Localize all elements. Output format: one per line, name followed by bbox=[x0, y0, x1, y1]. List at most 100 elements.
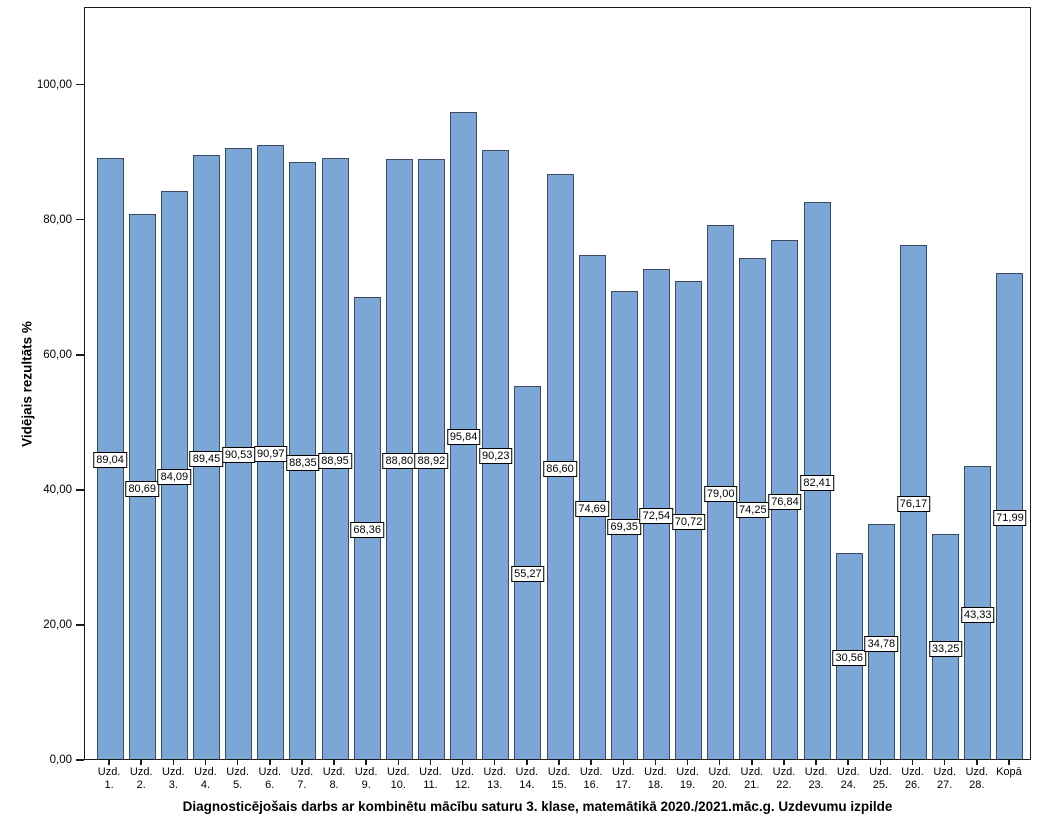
bar-value-label: 89,04 bbox=[93, 452, 127, 469]
y-axis-tick-mark bbox=[76, 489, 84, 491]
y-axis-tick-label: 60,00 bbox=[43, 348, 72, 361]
x-axis-tick-mark bbox=[1008, 760, 1010, 765]
x-axis-tick-label: Uzd. 5. bbox=[226, 766, 249, 791]
x-axis-tick-mark bbox=[815, 760, 817, 765]
x-axis-tick-mark bbox=[526, 760, 528, 765]
bar-value-label: 89,45 bbox=[189, 450, 224, 467]
bar-value-label: 86,60 bbox=[543, 460, 577, 477]
x-axis-tick-mark bbox=[108, 760, 110, 765]
x-axis-tick-label: Uzd. 20. bbox=[708, 766, 731, 791]
bar-value-label: 72,54 bbox=[639, 508, 674, 525]
x-axis-tick-label: Uzd. 1. bbox=[97, 766, 121, 791]
x-axis-tick-label: Uzd. 3. bbox=[162, 766, 185, 791]
x-axis-tick-label: Uzd. 26. bbox=[901, 766, 924, 791]
x-axis-tick-label: Uzd. 10. bbox=[386, 766, 410, 791]
x-axis-tick-mark bbox=[365, 760, 367, 765]
y-axis-tick-label: 80,00 bbox=[43, 213, 72, 226]
x-axis-tick-mark bbox=[236, 760, 239, 765]
x-axis-tick-label: Uzd. 13. bbox=[483, 766, 507, 791]
bar-value-label: 76,17 bbox=[896, 495, 931, 512]
x-axis-tick-label: Uzd. 24. bbox=[836, 766, 860, 791]
chart-title: Diagnosticējošais darbs ar kombinētu māc… bbox=[182, 799, 893, 814]
bar-value-label: 88,35 bbox=[286, 454, 320, 471]
x-axis-tick-label: Uzd. 14. bbox=[515, 766, 539, 791]
y-axis-title: Vidējais rezultāts % bbox=[19, 321, 35, 447]
x-axis-tick-label: Uzd. 11. bbox=[419, 766, 442, 791]
bar-value-label: 71,99 bbox=[993, 509, 1027, 526]
x-axis-tick-label: Uzd. 23. bbox=[804, 766, 828, 791]
x-axis-tick-label: Uzd. 21. bbox=[740, 766, 764, 791]
x-axis-tick-label: Uzd. 16. bbox=[579, 766, 603, 791]
x-axis-tick-mark bbox=[654, 760, 657, 765]
x-axis-tick-label: Uzd. 7. bbox=[290, 766, 314, 791]
x-axis-tick-mark bbox=[686, 760, 689, 765]
bar-value-label: 76,84 bbox=[768, 493, 802, 510]
x-axis-tick-label: Uzd. 28. bbox=[965, 766, 989, 791]
bar-value-label: 88,95 bbox=[318, 452, 352, 469]
y-axis-tick-mark bbox=[76, 759, 84, 761]
bar-value-label: 95,84 bbox=[446, 429, 481, 446]
x-axis-tick-label: Uzd. 4. bbox=[194, 766, 217, 791]
x-axis-tick-mark bbox=[976, 760, 978, 765]
x-axis-tick-mark bbox=[847, 760, 849, 765]
x-axis-tick-label: Uzd. 18. bbox=[644, 766, 667, 791]
x-axis-tick-label: Uzd. 22. bbox=[772, 766, 796, 791]
x-axis-tick-mark bbox=[204, 760, 207, 765]
x-axis-tick-label: Uzd. 6. bbox=[258, 766, 282, 791]
x-axis-tick-label: Uzd. 25. bbox=[869, 766, 892, 791]
bar-value-label: 34,78 bbox=[864, 635, 899, 652]
bar-value-label: 90,97 bbox=[253, 445, 288, 462]
bar-value-label: 68,36 bbox=[350, 522, 384, 539]
bar-value-label: 74,25 bbox=[736, 502, 770, 519]
y-axis-tick-mark bbox=[76, 624, 84, 626]
x-axis-tick-mark bbox=[751, 760, 753, 765]
x-axis-tick-mark bbox=[943, 760, 946, 765]
bar-value-label: 80,69 bbox=[125, 480, 159, 497]
bar-value-label: 84,09 bbox=[157, 469, 192, 486]
x-axis-tick-mark bbox=[493, 760, 496, 765]
x-axis-tick-mark bbox=[783, 760, 785, 765]
bar-value-label: 69,35 bbox=[607, 518, 642, 535]
x-axis-tick-label: Uzd. 15. bbox=[547, 766, 571, 791]
bar-value-label: 79,00 bbox=[703, 486, 738, 503]
x-axis-tick-mark bbox=[718, 760, 721, 765]
y-axis-tick-label: 0,00 bbox=[49, 754, 72, 766]
x-axis-tick-label: Uzd. 27. bbox=[933, 766, 956, 791]
x-axis-tick-label: Uzd. 19. bbox=[676, 766, 699, 791]
x-axis-tick-mark bbox=[397, 760, 400, 765]
x-axis-tick-mark bbox=[879, 760, 882, 765]
bar-value-label: 70,72 bbox=[671, 514, 706, 531]
x-axis-tick-mark bbox=[333, 760, 335, 765]
x-axis-tick-label: Uzd. 17. bbox=[611, 766, 635, 791]
x-axis-tick-mark bbox=[301, 760, 303, 765]
x-axis-tick-mark bbox=[172, 760, 175, 765]
y-axis-tick-label: 20,00 bbox=[43, 618, 72, 631]
x-axis-tick-label: Uzd. 12. bbox=[451, 766, 474, 791]
bar-value-label: 74,69 bbox=[575, 500, 609, 517]
y-axis-tick-label: 40,00 bbox=[43, 483, 72, 496]
y-axis-tick-mark bbox=[76, 83, 84, 86]
x-axis-tick-mark bbox=[622, 760, 625, 765]
x-axis-tick-label: Kopā bbox=[996, 766, 1022, 778]
x-axis-tick-mark bbox=[558, 760, 560, 765]
x-axis-tick-mark bbox=[911, 760, 914, 765]
bar-value-label: 90,53 bbox=[221, 447, 256, 464]
x-axis-tick-mark bbox=[461, 760, 464, 765]
bar-value-label: 82,41 bbox=[800, 474, 834, 491]
x-axis-tick-label: Uzd. 2. bbox=[129, 766, 153, 791]
x-axis-tick-mark bbox=[429, 760, 432, 765]
x-axis-tick-label: Uzd. 8. bbox=[322, 766, 346, 791]
y-axis-tick-mark bbox=[76, 354, 84, 356]
y-axis-tick-label: 100,00 bbox=[36, 78, 72, 91]
x-axis-tick-label: Uzd. 9. bbox=[354, 766, 378, 791]
bar-value-label: 30,56 bbox=[832, 649, 866, 666]
x-axis-tick-mark bbox=[140, 760, 142, 765]
bar-value-label: 43,33 bbox=[961, 606, 995, 623]
y-axis-tick-mark bbox=[76, 218, 84, 221]
bar-value-label: 33,25 bbox=[928, 640, 963, 657]
bar-value-label: 90,23 bbox=[478, 448, 513, 465]
bar-value-label: 55,27 bbox=[511, 566, 545, 583]
bar-value-label: 88,80 bbox=[382, 453, 417, 470]
x-axis-tick-mark bbox=[590, 760, 592, 765]
